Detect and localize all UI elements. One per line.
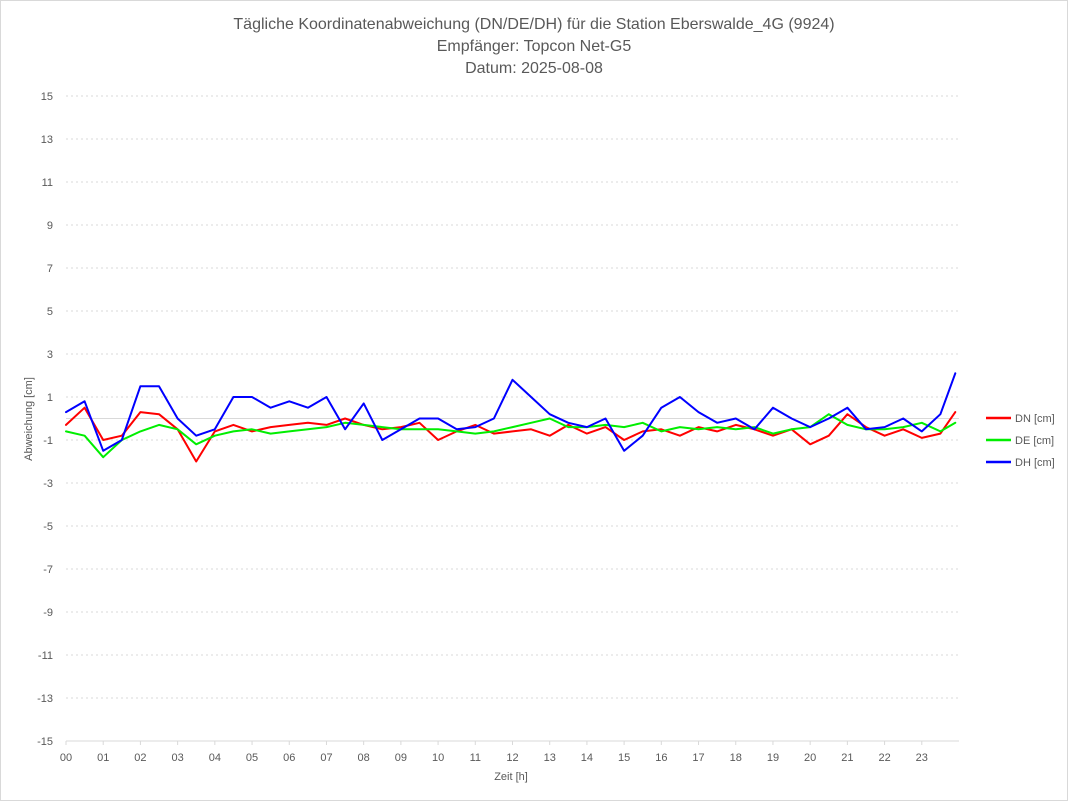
x-tick-label: 01 [97, 752, 109, 764]
x-tick-label: 06 [283, 752, 295, 764]
legend-label: DH [cm] [1015, 457, 1055, 469]
x-tick-label: 07 [320, 752, 332, 764]
grid [66, 95, 959, 742]
x-tick-label: 04 [209, 752, 221, 764]
x-tick-label: 10 [432, 752, 444, 764]
y-tick-label: 5 [47, 306, 53, 318]
y-tick-label: -3 [43, 478, 53, 490]
y-axis-title: Abweichung [cm] [23, 377, 35, 461]
x-tick-label: 22 [878, 752, 890, 764]
x-tick-label: 16 [655, 752, 667, 764]
legend-label: DN [cm] [1015, 413, 1055, 425]
series-lines [65, 372, 957, 463]
x-tick-label: 14 [581, 752, 593, 764]
title-line-2: Empfänger: Topcon Net-G5 [437, 38, 632, 55]
y-tick-label: 3 [47, 349, 53, 361]
series-line-dh [65, 372, 957, 452]
x-tick-label: 13 [544, 752, 556, 764]
title-line-3: Datum: 2025-08-08 [465, 60, 603, 77]
title-line-1: Tägliche Koordinatenabweichung (DN/DE/DH… [233, 16, 834, 33]
y-tick-label: 11 [42, 177, 53, 189]
x-tick-label: 20 [804, 752, 816, 764]
x-tick-label: 03 [172, 752, 184, 764]
x-tick-label: 12 [506, 752, 518, 764]
y-tick-label: 15 [41, 91, 53, 103]
series-line-dn [65, 406, 957, 463]
y-tick-label: -9 [43, 607, 53, 619]
y-tick-label: 13 [41, 134, 53, 146]
x-tick-label: 08 [358, 752, 370, 764]
x-tick-label: 23 [916, 752, 928, 764]
y-tick-label: -7 [43, 564, 53, 576]
x-tick-label: 11 [470, 752, 481, 764]
x-tick-label: 02 [134, 752, 146, 764]
chart-title: Tägliche Koordinatenabweichung (DN/DE/DH… [233, 16, 834, 77]
y-tick-label: -13 [37, 693, 53, 705]
x-tick-label: 17 [692, 752, 704, 764]
x-tick-label: 21 [841, 752, 853, 764]
x-tick-label: 00 [60, 752, 72, 764]
legend: DN [cm] DE [cm] DH [cm] [986, 413, 1055, 469]
x-tick-label: 05 [246, 752, 258, 764]
y-tick-label: -11 [38, 650, 53, 662]
x-axis-ticks: 00 01 02 03 04 05 06 07 08 09 10 11 12 13 14 15 16 17 18 19… [60, 741, 928, 764]
y-tick-label: 1 [47, 392, 53, 404]
x-tick-label: 09 [395, 752, 407, 764]
y-tick-label: -5 [43, 521, 53, 533]
x-tick-label: 19 [767, 752, 779, 764]
y-tick-label: 9 [47, 220, 53, 232]
x-tick-label: 15 [618, 752, 630, 764]
legend-label: DE [cm] [1015, 435, 1054, 447]
y-axis-ticks: 15 13 11 9 7 5 3 1 -1 -3 -5 -7 -9 -11 -13 -15 [37, 91, 53, 748]
y-tick-label: -15 [37, 736, 53, 748]
y-tick-label: -1 [43, 435, 53, 447]
y-tick-label: 7 [47, 263, 53, 275]
x-axis-title: Zeit [h] [494, 771, 528, 783]
x-tick-label: 18 [730, 752, 742, 764]
